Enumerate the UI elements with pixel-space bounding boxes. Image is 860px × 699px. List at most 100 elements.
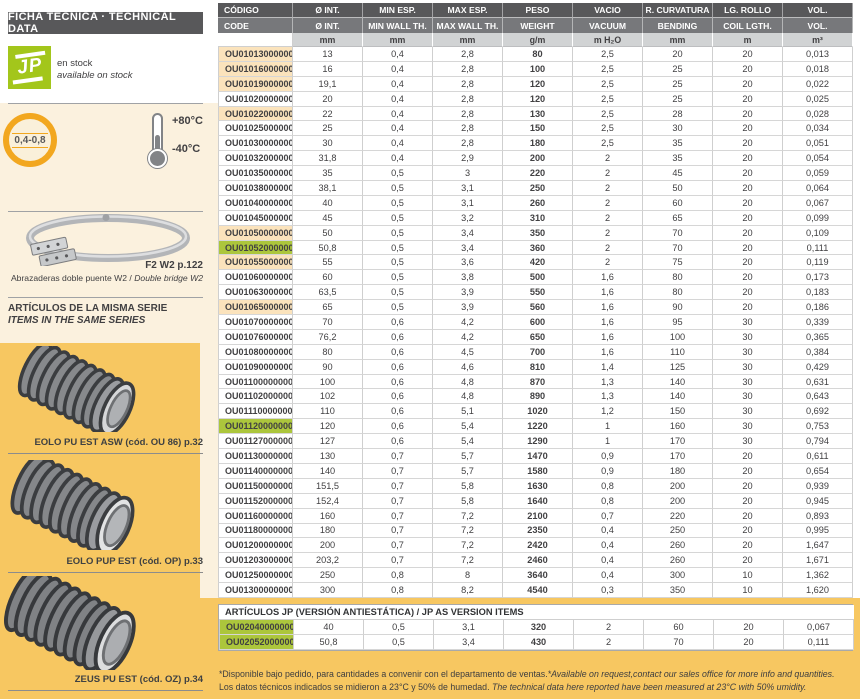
row-value: 55: [293, 255, 363, 271]
row-value: 20: [713, 136, 783, 152]
row-value: 1,362: [783, 568, 853, 584]
row-value: 0,183: [783, 285, 853, 301]
header-cell-es: VACIO: [573, 3, 643, 18]
row-value: 20: [713, 508, 783, 524]
row-value: 0,643: [783, 389, 853, 405]
row-value: 125: [643, 359, 713, 375]
row-code: OU010760000000: [218, 329, 293, 345]
row-value: 203,2: [293, 553, 363, 569]
row-value: 20: [713, 91, 783, 107]
unit-cell: mm: [643, 33, 713, 47]
clamp-image: [26, 214, 190, 266]
footnote-1-en: *Available on request,contact our sales …: [547, 669, 835, 679]
row-value: 180: [643, 463, 713, 479]
row-value: 5,4: [433, 434, 503, 450]
row-value: 0,022: [783, 76, 853, 92]
row-value: 0,6: [363, 404, 433, 420]
row-code: OU010630000000: [218, 285, 293, 301]
row-value: 310: [503, 210, 573, 226]
row-value: 5,7: [433, 449, 503, 464]
row-value: 3,1: [433, 195, 503, 211]
row-code: OU010520000000: [218, 240, 293, 256]
series-title-en: ITEMS IN THE SAME SERIES: [8, 315, 146, 326]
row-value: 2100: [503, 508, 573, 524]
row-value: 0,365: [783, 329, 853, 345]
row-value: 1,6: [573, 285, 643, 301]
row-value: 3,9: [433, 285, 503, 301]
series-title-es: ARTÍCULOS DE LA MISMA SERIE: [8, 303, 168, 314]
row-value: 1640: [503, 493, 573, 509]
row-value: 127: [293, 434, 363, 450]
row-value: 2: [573, 195, 643, 211]
row-value: 8: [433, 568, 503, 584]
row-value: 0,099: [783, 210, 853, 226]
header-cell-en: MAX WALL TH.: [433, 18, 503, 33]
row-value: 2460: [503, 553, 573, 569]
row-value: 45: [293, 210, 363, 226]
row-value: 80: [643, 285, 713, 301]
header-cell-en: Ø INT.: [293, 18, 363, 33]
row-value: 150: [643, 404, 713, 420]
row-value: 70: [293, 315, 363, 330]
row-value: 20: [713, 240, 783, 256]
row-value: 1,6: [573, 270, 643, 286]
row-value: 20: [713, 255, 783, 271]
row-value: 110: [643, 344, 713, 360]
row-code: OU010380000000: [218, 181, 293, 196]
row-value: 50: [643, 181, 713, 196]
wall-thickness-badge: 0,4-0,8: [3, 113, 57, 167]
row-value: 0,4: [363, 136, 433, 152]
row-value: 0,945: [783, 493, 853, 509]
row-value: 360: [503, 240, 573, 256]
row-value: 20: [713, 106, 783, 122]
row-code: OU010350000000: [218, 166, 293, 182]
hose-image-zeus-pu-est: [4, 576, 136, 670]
related-item-label: EOLO PUP EST (cód. OP) p.33: [66, 556, 203, 567]
row-value: 2: [573, 181, 643, 196]
thermometer-bulb: [148, 149, 167, 168]
row-value: 0,7: [363, 493, 433, 509]
temp-min-label: -40°C: [172, 143, 201, 155]
row-value: 45: [643, 166, 713, 182]
unit-cell: [218, 33, 293, 47]
clamp-reference: F2 W2 p.122: [145, 260, 203, 271]
row-value: 30: [713, 434, 783, 450]
row-value: 5,4: [433, 419, 503, 435]
row-value: 1,620: [783, 583, 853, 598]
row-code: OU010500000000*: [218, 225, 293, 241]
row-value: 0,6: [363, 374, 433, 390]
row-code: OU020400000000: [219, 620, 294, 635]
row-value: 2,8: [433, 76, 503, 92]
row-value: 1580: [503, 463, 573, 479]
row-value: 20: [713, 121, 783, 137]
row-value: 0,4: [363, 61, 433, 77]
row-value: 20: [714, 620, 784, 635]
row-value: 1,2: [573, 404, 643, 420]
row-value: 1,6: [573, 329, 643, 345]
row-value: 0,9: [573, 463, 643, 479]
row-value: 0,034: [783, 121, 853, 137]
row-value: 200: [503, 151, 573, 167]
row-value: 0,4: [573, 523, 643, 539]
row-value: 0,067: [783, 195, 853, 211]
row-value: 0,5: [363, 225, 433, 241]
row-value: 0,654: [783, 463, 853, 479]
row-value: 90: [643, 300, 713, 316]
row-value: 20: [643, 47, 713, 62]
row-value: 20: [713, 47, 783, 62]
row-value: 35: [643, 151, 713, 167]
row-value: 170: [643, 449, 713, 464]
row-code: OU010400000000: [218, 195, 293, 211]
row-value: 220: [503, 166, 573, 182]
temp-max-label: +80°C: [172, 115, 204, 127]
row-value: 110: [293, 404, 363, 420]
row-value: 4,5: [433, 344, 503, 360]
row-value: 0,939: [783, 478, 853, 494]
row-value: 65: [293, 300, 363, 316]
row-value: 30: [713, 344, 783, 360]
row-value: 1,4: [573, 359, 643, 375]
row-value: 20: [713, 538, 783, 554]
row-value: 0,429: [783, 359, 853, 375]
row-value: 80: [643, 270, 713, 286]
row-value: 0,384: [783, 344, 853, 360]
